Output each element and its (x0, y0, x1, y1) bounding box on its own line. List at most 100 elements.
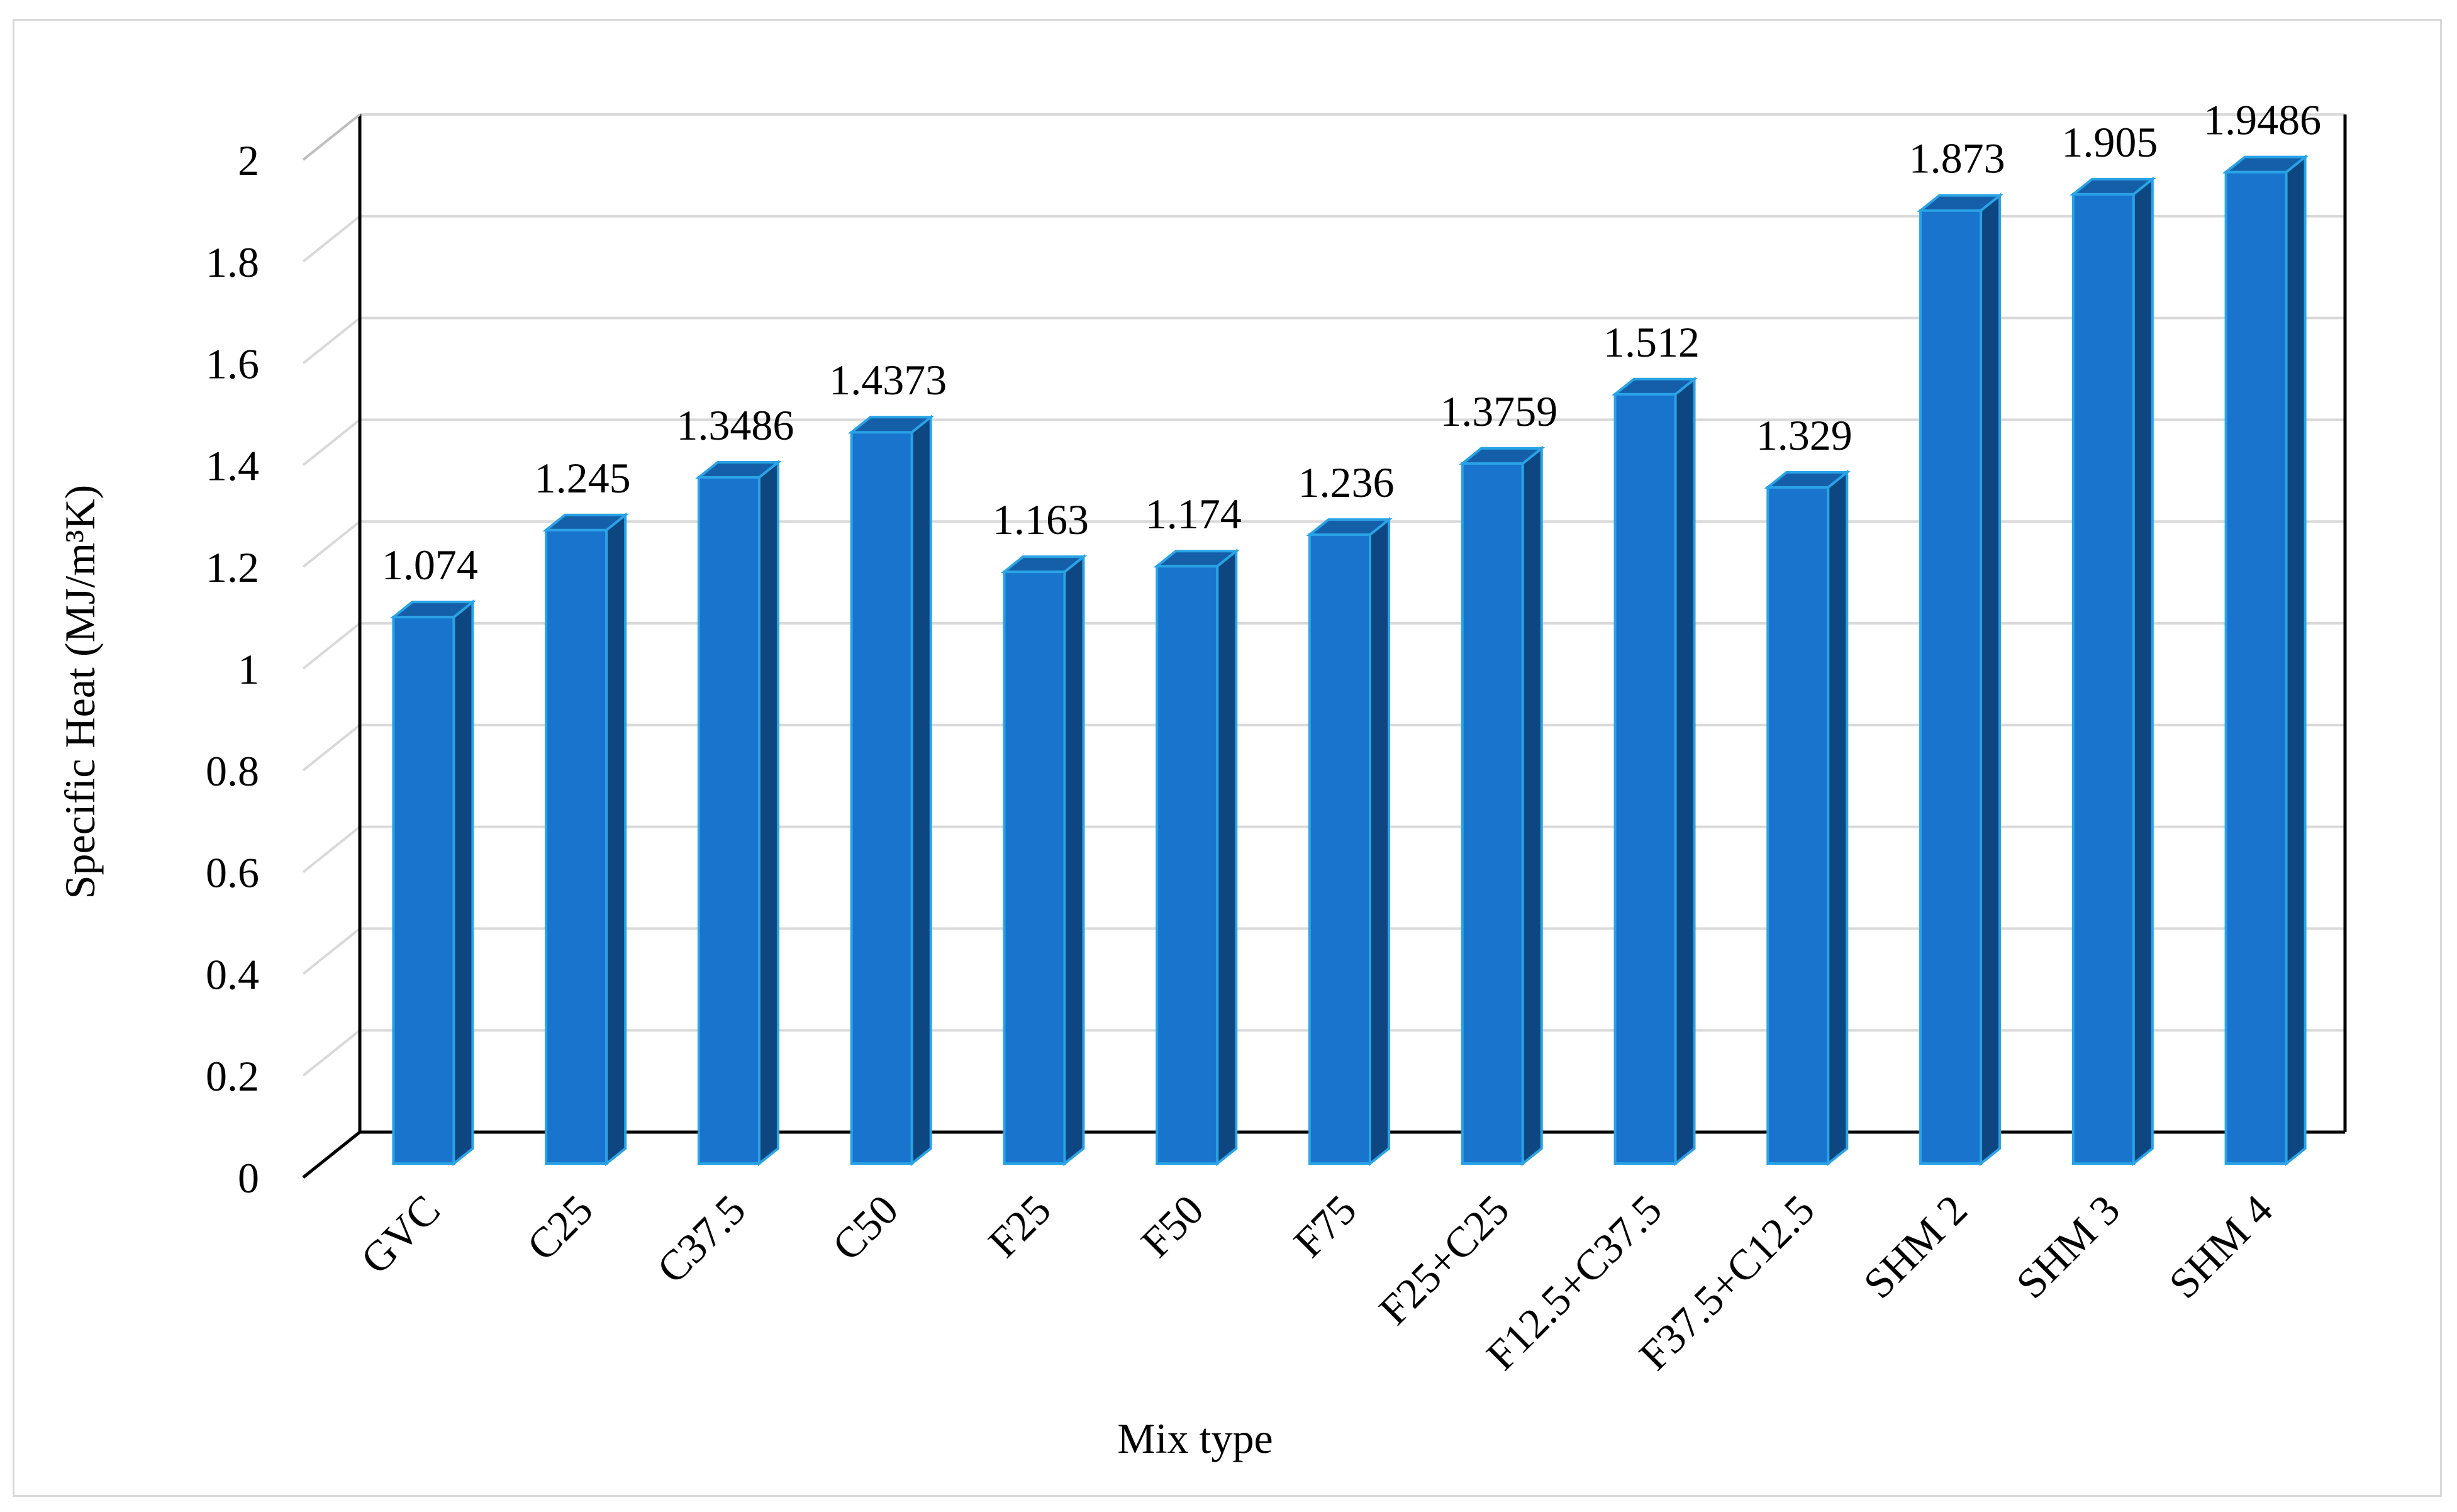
side-gridline (302, 826, 361, 874)
bar-top (1917, 194, 2003, 212)
x-tick-label: SHM 4 (2159, 1186, 2282, 1308)
bar-side (1063, 553, 1085, 1167)
bar (1459, 445, 1546, 1167)
bar-front (850, 431, 913, 1165)
bar-top (1764, 470, 1851, 489)
bar (1611, 376, 1698, 1167)
bar (389, 599, 477, 1167)
y-tick-label: 1.8 (206, 238, 259, 286)
bar (1764, 469, 1851, 1167)
bar-front (1766, 486, 1830, 1165)
bar-top (2070, 177, 2156, 196)
x-tick-label: F25+C25 (1370, 1186, 1518, 1334)
x-tick-label: C25 (518, 1186, 602, 1270)
side-gridline (302, 927, 361, 975)
bar-side (1827, 469, 1849, 1167)
y-tick-label: 1 (238, 645, 259, 693)
side-gridline (302, 418, 361, 466)
data-label: 1.9486 (2204, 96, 2321, 144)
data-label: 1.905 (2061, 118, 2158, 166)
bar-front (392, 616, 455, 1165)
bar (847, 414, 935, 1167)
bar (1000, 553, 1088, 1167)
bar-top (542, 513, 629, 531)
y-tick-label: 0.6 (206, 849, 259, 897)
bar-top (847, 416, 935, 434)
bar-side (2132, 176, 2154, 1167)
bar-front (2224, 170, 2288, 1165)
data-label: 1.174 (1145, 490, 1242, 538)
bar-front (1003, 570, 1066, 1165)
bar-front (1461, 462, 1524, 1165)
side-wall-top-edge (302, 113, 361, 161)
y-tick-label: 1.4 (206, 442, 259, 489)
bar-side (910, 414, 932, 1167)
bar-front (697, 475, 760, 1165)
bar-front (545, 528, 608, 1165)
data-label: 1.3486 (676, 401, 794, 449)
x-tick-labels: GVC C25 C37.5 C50 F25 F50 F75 F25+C25F12.5+C37.… (352, 1186, 2282, 1379)
x-tick-label: F25 (979, 1186, 1060, 1267)
side-gridline (302, 215, 361, 263)
y-tick-label: 0.8 (206, 747, 259, 795)
x-tick-label: GVC (352, 1186, 449, 1283)
bar-top (1611, 377, 1698, 396)
bar (2070, 176, 2156, 1167)
x-axis-title: Mix type (1117, 1415, 1273, 1462)
bar (1917, 192, 2003, 1167)
bar (695, 459, 782, 1167)
data-label: 1.4373 (829, 356, 947, 404)
bar-side (1980, 192, 2002, 1167)
y-axis-title: Specific Heat (MJ/m³K) (56, 485, 104, 899)
x-tick-label: C37.5 (648, 1186, 755, 1292)
x-tick-label: SHM 3 (2007, 1186, 2129, 1308)
bar-side (1216, 548, 1238, 1167)
y-tick-label: 2 (238, 136, 259, 184)
bar-side (452, 599, 474, 1167)
bars (389, 154, 2309, 1167)
y-tick-label: 0 (238, 1154, 259, 1202)
x-tick-label: C50 (823, 1186, 907, 1270)
data-label: 1.873 (1909, 135, 2005, 182)
y-tick-label: 0.2 (206, 1052, 259, 1100)
data-label: 1.245 (535, 454, 631, 502)
y-tick-label: 0.4 (206, 950, 259, 998)
bar (1306, 516, 1393, 1167)
bar-front (1919, 209, 1983, 1165)
side-gridline (302, 520, 361, 568)
bar-top (389, 601, 477, 619)
x-tick-label: F50 (1132, 1186, 1213, 1267)
bar-top (2222, 155, 2309, 174)
side-gridline (302, 724, 361, 772)
bar-top (1306, 518, 1393, 536)
y-tick-labels: 0 0.2 0.4 0.6 0.8 1 1.2 1.4 1.6 1.8 2 (206, 136, 259, 1202)
data-labels: 1.074 1.245 1.3486 1.4373 1.163 1.174 1.236 1.3… (382, 96, 2321, 589)
data-label: 1.236 (1298, 459, 1395, 506)
side-gridline (302, 317, 361, 365)
bar-side (2285, 154, 2307, 1167)
x-tick-label: SHM 2 (1854, 1186, 1976, 1308)
data-label: 1.512 (1603, 318, 1700, 366)
bar-top (1459, 447, 1546, 465)
x-tick-label: F75 (1284, 1186, 1366, 1267)
bar-side (757, 459, 779, 1167)
bar-front (1613, 392, 1677, 1165)
y-tick-label: 1.6 (206, 340, 259, 388)
bar-side (1369, 516, 1390, 1167)
bar (2222, 154, 2309, 1167)
bar-top (1000, 555, 1088, 574)
data-label: 1.3759 (1440, 387, 1557, 435)
bar-side (1521, 445, 1543, 1167)
bar-side (1674, 376, 1696, 1167)
side-gridline (302, 1029, 361, 1077)
bar (542, 512, 629, 1167)
side-gridline (302, 622, 361, 670)
floor-side-edge (302, 1131, 361, 1179)
data-label: 1.074 (382, 541, 478, 589)
bar-front (2071, 192, 2135, 1165)
y-tick-label: 1.2 (206, 543, 259, 591)
bar-front (1308, 533, 1371, 1165)
bar-top (695, 460, 782, 479)
bar-top (1153, 550, 1240, 568)
